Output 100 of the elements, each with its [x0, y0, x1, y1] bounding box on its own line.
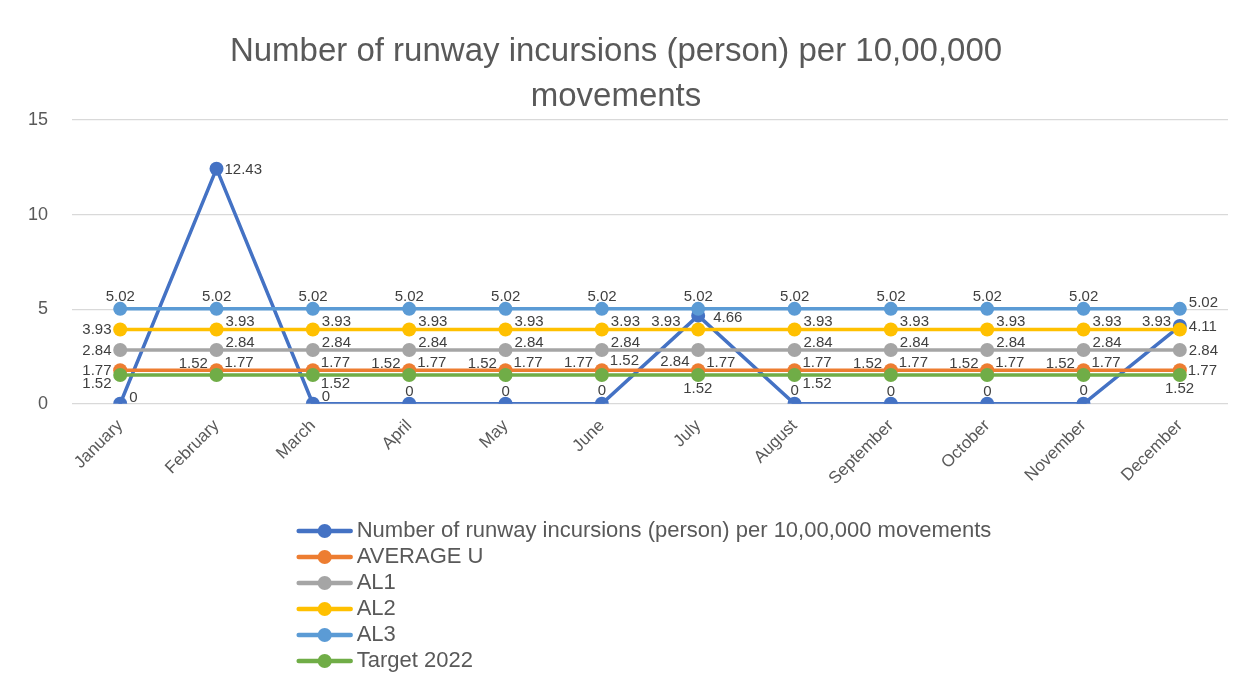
data-label: 0: [405, 381, 414, 399]
point: [787, 343, 802, 358]
data-label: 0: [790, 380, 799, 398]
point: [787, 322, 802, 337]
data-label: 2.84: [225, 333, 255, 351]
point: [883, 368, 898, 383]
data-label: 5.02: [394, 286, 424, 304]
data-label: 5.02: [587, 286, 617, 304]
data-label: 5.02: [202, 286, 232, 304]
chart-title: Number of runway incursions (person) per 10,00,000 movements: [229, 30, 1003, 114]
data-label: 1.77: [417, 353, 447, 371]
data-label: 1.52: [320, 374, 351, 392]
legend-label: Target 2022: [356, 647, 473, 673]
data-label: 5.02: [1069, 286, 1099, 304]
point: [980, 343, 995, 358]
point: [594, 301, 609, 316]
data-label: 1.77: [82, 361, 112, 379]
data-label: 1.77: [802, 353, 832, 371]
point: [883, 322, 898, 337]
data-label: 2.84: [1188, 341, 1219, 359]
data-label: 2.84: [1092, 333, 1122, 351]
legend-label: Number of runway incursions (person) per 10,00,000 movements: [356, 517, 992, 543]
data-label: 0: [597, 380, 607, 398]
x-tick-label: May: [475, 415, 512, 452]
data-label: 0: [501, 381, 510, 399]
data-label: 0: [129, 387, 138, 405]
data-label: 1.77: [513, 353, 543, 371]
data-label: 3.93: [514, 312, 544, 330]
data-label: 2.84: [514, 333, 544, 351]
data-label: 1.52: [683, 379, 713, 397]
data-label: 1.77: [898, 353, 929, 371]
data-label: 12.43: [224, 159, 263, 177]
data-label: 1.77: [1187, 361, 1218, 379]
legend-label: AL1: [356, 569, 396, 595]
legend-label: AL2: [356, 595, 396, 621]
point: [691, 301, 706, 316]
data-label: 1.52: [1045, 353, 1075, 371]
data-label: 3.93: [1092, 312, 1122, 330]
point: [1172, 368, 1187, 383]
data-label: 1.52: [802, 374, 832, 392]
data-label: 4.66: [713, 307, 743, 325]
data-label: 1.52: [178, 353, 208, 371]
point: [498, 343, 513, 358]
data-label: 5.02: [780, 286, 810, 304]
data-label: 0: [1079, 381, 1088, 399]
point: [209, 343, 224, 358]
point: [1172, 343, 1187, 358]
point: [402, 343, 417, 358]
data-label: 5.02: [876, 286, 906, 304]
point: [498, 368, 513, 383]
point: [1076, 322, 1091, 337]
point: [209, 322, 224, 337]
data-label: 1.77: [1091, 353, 1121, 371]
data-label: 3.93: [610, 312, 641, 330]
y-tick-label: 15: [27, 109, 49, 130]
data-label: 3.93: [1141, 312, 1172, 330]
point: [691, 368, 706, 383]
data-label: 0: [886, 381, 896, 399]
data-label: 2.84: [610, 333, 641, 351]
data-label: 2.84: [996, 333, 1026, 351]
point: [209, 368, 224, 383]
point: [305, 343, 320, 358]
point: [594, 322, 609, 337]
point: [691, 322, 706, 337]
data-label: 1.52: [1164, 379, 1195, 397]
data-label: 5.02: [105, 286, 135, 304]
point: [1076, 301, 1091, 316]
data-label: 1.77: [563, 353, 594, 371]
point: [498, 301, 513, 316]
point: [980, 322, 995, 337]
data-label: 4.11: [1188, 317, 1217, 335]
data-label: 3.93: [418, 312, 448, 330]
data-label: 2.84: [660, 351, 690, 369]
data-label: 3.93: [899, 312, 930, 330]
data-label: 2.84: [82, 341, 112, 359]
point: [305, 322, 320, 337]
point: [1076, 343, 1091, 358]
data-label: 1.52: [949, 353, 979, 371]
point: [787, 368, 802, 383]
point: [305, 301, 320, 316]
data-label: 1.52: [371, 353, 401, 371]
point: [209, 161, 224, 176]
data-label: 2.84: [418, 333, 448, 351]
data-label: 1.52: [467, 353, 497, 371]
point: [594, 343, 609, 358]
data-label: 1.77: [995, 353, 1025, 371]
point: [594, 368, 609, 383]
y-tick-label: 0: [38, 392, 49, 413]
point: [305, 368, 320, 383]
point: [113, 368, 128, 383]
point: [113, 301, 128, 316]
point: [209, 301, 224, 316]
point: [1076, 368, 1091, 383]
legend-label: AL3: [356, 621, 396, 647]
point: [402, 368, 417, 383]
data-label: 3.93: [803, 312, 833, 330]
data-label: 1.77: [706, 353, 736, 371]
data-label: 2.84: [803, 333, 833, 351]
point: [787, 301, 802, 316]
data-label: 3.93: [651, 312, 681, 330]
